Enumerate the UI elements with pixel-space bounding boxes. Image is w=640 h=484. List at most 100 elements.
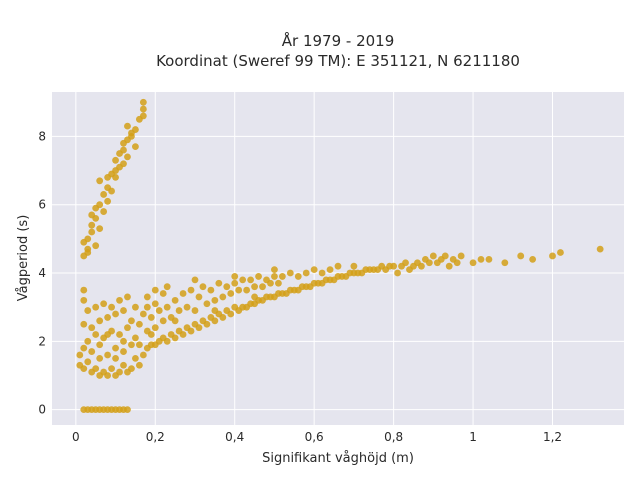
- data-point: [159, 317, 167, 325]
- data-point: [191, 307, 199, 314]
- data-point: [128, 341, 135, 349]
- data-point: [116, 368, 123, 376]
- data-points: [76, 98, 604, 414]
- data-point: [255, 273, 262, 280]
- data-point: [271, 273, 278, 280]
- data-point: [132, 143, 139, 151]
- data-point: [92, 303, 100, 311]
- data-point: [457, 252, 465, 260]
- data-point: [116, 296, 123, 304]
- y-tick-label: 8: [38, 129, 46, 143]
- chart-title-line-1: År 1979 - 2019: [282, 31, 395, 50]
- data-point: [80, 344, 88, 352]
- data-point: [179, 331, 187, 338]
- y-tick-label: 2: [38, 334, 46, 348]
- chart-title-line-2: Koordinat (Sweref 99 TM): E 351121, N 62…: [156, 52, 520, 70]
- data-point: [211, 317, 219, 325]
- data-point: [183, 303, 191, 311]
- data-point: [88, 324, 96, 332]
- data-point: [350, 262, 358, 270]
- x-tick-label: 0,2: [146, 430, 165, 444]
- data-point: [211, 296, 219, 304]
- data-point: [441, 252, 449, 260]
- data-point: [108, 303, 115, 311]
- data-point: [191, 276, 199, 284]
- plot-area: [52, 92, 624, 425]
- data-point: [88, 228, 96, 236]
- y-tick-label: 6: [38, 198, 46, 212]
- data-point: [84, 307, 92, 314]
- data-point: [135, 341, 143, 349]
- data-point: [227, 310, 235, 318]
- data-point: [132, 334, 139, 342]
- data-point: [96, 177, 104, 185]
- data-point: [104, 314, 112, 321]
- data-point: [278, 273, 286, 280]
- data-point: [120, 160, 127, 168]
- data-point: [100, 208, 108, 215]
- data-point: [128, 317, 135, 325]
- data-point: [120, 146, 127, 154]
- data-point: [151, 300, 159, 308]
- data-point: [239, 276, 247, 284]
- data-point: [80, 320, 88, 328]
- data-point: [124, 293, 131, 301]
- data-point: [394, 269, 401, 277]
- data-point: [139, 112, 147, 120]
- data-point: [418, 262, 425, 270]
- data-point: [219, 293, 227, 301]
- data-point: [132, 126, 139, 133]
- data-point: [171, 317, 179, 325]
- data-point: [485, 255, 493, 263]
- data-point: [179, 290, 187, 297]
- grid-lines: [52, 92, 624, 425]
- x-tick-label: 0,8: [384, 430, 403, 444]
- data-point: [112, 156, 119, 164]
- data-point: [116, 331, 123, 338]
- data-point: [96, 317, 104, 325]
- data-point: [243, 286, 251, 294]
- x-tick-label: 1: [469, 430, 477, 444]
- data-point: [88, 221, 96, 229]
- data-point: [219, 314, 227, 321]
- data-point: [151, 324, 159, 332]
- data-point: [271, 266, 278, 273]
- y-tick-label: 4: [38, 266, 46, 280]
- data-point: [135, 320, 143, 328]
- data-point: [143, 303, 151, 311]
- data-point: [80, 286, 88, 294]
- data-point: [96, 341, 104, 349]
- data-point: [231, 273, 239, 280]
- data-point: [529, 255, 537, 263]
- data-point: [187, 327, 195, 335]
- data-point: [84, 358, 92, 366]
- data-point: [139, 310, 147, 318]
- data-point: [108, 187, 115, 195]
- x-tick-label: 0,6: [305, 430, 324, 444]
- data-point: [120, 348, 127, 355]
- data-point: [557, 249, 564, 256]
- data-point: [120, 361, 127, 369]
- data-point: [402, 259, 409, 267]
- data-point: [124, 153, 131, 161]
- data-point: [231, 279, 239, 287]
- data-point: [104, 197, 112, 205]
- data-point: [267, 279, 274, 287]
- data-point: [139, 98, 147, 106]
- data-point: [294, 273, 302, 280]
- data-point: [104, 331, 112, 338]
- data-point: [596, 245, 604, 253]
- data-point: [120, 307, 127, 314]
- data-point: [96, 225, 104, 233]
- data-point: [88, 348, 96, 355]
- data-point: [80, 296, 88, 304]
- y-axis-ticks: 0 2 4 6 8: [38, 129, 46, 416]
- data-point: [132, 303, 139, 311]
- data-point: [223, 283, 231, 291]
- x-tick-label: 0,4: [225, 430, 244, 444]
- data-point: [187, 286, 195, 294]
- x-axis-ticks: 0 0,2 0,4 0,6 0,8 1 1,2: [72, 430, 562, 444]
- y-axis-title: Vågperiod (s): [16, 215, 31, 302]
- data-point: [135, 361, 143, 369]
